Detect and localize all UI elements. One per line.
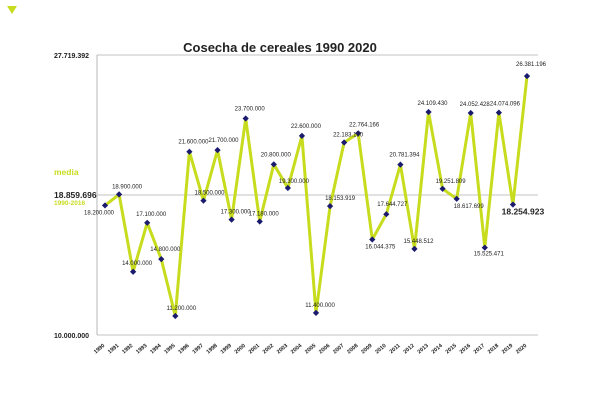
- x-tick-label: 1993: [135, 343, 148, 355]
- x-tick-label: 2018: [487, 343, 500, 355]
- data-label: 14.000.000: [122, 261, 153, 267]
- mean-name-label: media: [54, 167, 79, 177]
- x-tick-label: 1991: [107, 343, 120, 355]
- data-point: [467, 109, 474, 117]
- x-tick-label: 2020: [515, 343, 528, 355]
- x-tick-label: 2016: [459, 343, 472, 355]
- data-label: 19.300.000: [279, 179, 310, 185]
- data-point: [383, 211, 390, 218]
- series-line: [104, 75, 529, 318]
- x-tick-labels-group: 1990 1991 1992 1993 1994 1995 1996 1997 1998 1999…: [93, 342, 528, 355]
- data-label: 24.109.430: [417, 101, 448, 107]
- x-tick-label: 2011: [389, 343, 402, 355]
- data-label: 20.781.394: [389, 153, 420, 159]
- data-point: [326, 203, 334, 210]
- data-point: [523, 73, 531, 80]
- x-tick-label: 2010: [374, 343, 387, 355]
- data-point: [270, 161, 277, 168]
- data-label: 23.700.000: [235, 107, 266, 113]
- x-tick-label: 2004: [290, 342, 304, 355]
- data-label: 18.900.000: [112, 184, 143, 190]
- data-label: 24.074.096: [490, 102, 521, 108]
- data-point: [298, 132, 306, 140]
- x-tick-label: 2001: [248, 343, 261, 355]
- data-label: 18.153.919: [325, 196, 356, 202]
- data-label: 24.052.428: [460, 102, 491, 108]
- data-point: [144, 219, 151, 226]
- data-label: 22.183.190: [333, 133, 364, 139]
- data-label: 18.500.000: [194, 191, 225, 197]
- data-label: 11.200.000: [167, 306, 197, 312]
- x-tick-label: 1994: [149, 342, 163, 355]
- data-label: 18.617.699: [454, 204, 485, 210]
- data-label: 18.254.923: [502, 207, 545, 217]
- chart-title: Cosecha de cereales 1990 2020: [183, 40, 377, 55]
- x-tick-label: 2005: [304, 343, 317, 355]
- data-point: [228, 216, 235, 223]
- data-label: 21.700.000: [208, 138, 239, 144]
- data-point: [242, 115, 249, 122]
- mean-period-label: 1990-2016: [54, 200, 85, 207]
- x-tick-label: 2007: [332, 343, 345, 355]
- data-label: 21.600.000: [178, 140, 209, 146]
- data-point: [312, 309, 320, 316]
- data-point: [341, 139, 348, 146]
- data-point: [495, 109, 502, 116]
- data-label: 22.764.166: [349, 122, 380, 128]
- x-tick-label: 2015: [445, 343, 458, 355]
- y-axis-max-label: 27.719.392: [54, 53, 89, 60]
- data-point: [172, 312, 179, 320]
- data-label: 17.644.727: [377, 202, 408, 208]
- data-label: 26.381.196: [516, 62, 547, 68]
- y-axis-min-label: 10.000.000: [54, 333, 89, 340]
- x-tick-label: 1997: [192, 343, 205, 355]
- x-tick-label: 2008: [346, 343, 359, 355]
- data-label: 18.200.000: [84, 210, 115, 216]
- data-point: [130, 268, 137, 275]
- data-point: [115, 191, 123, 198]
- data-label: 16.044.375: [365, 245, 396, 251]
- x-tick-label: 1998: [206, 343, 219, 355]
- data-label: 20.800.000: [261, 152, 292, 158]
- series-group: [101, 73, 531, 320]
- data-label: 19.251.809: [436, 179, 467, 185]
- data-label: 17.180.000: [249, 212, 280, 218]
- data-point: [411, 245, 418, 253]
- data-point: [256, 218, 263, 225]
- mean-value-label: 18.859.696: [54, 190, 97, 200]
- x-tick-label: 1996: [177, 343, 190, 355]
- data-labels-group: 18.200.000 18.900.000 14.000.000 17.100.000…: [84, 62, 547, 312]
- data-label: 22.600.000: [291, 124, 322, 130]
- x-tick-label: 1990: [93, 343, 106, 355]
- data-point: [481, 244, 488, 251]
- data-point: [509, 201, 517, 208]
- x-tick-label: 1999: [220, 343, 233, 355]
- x-tick-label: 2014: [431, 342, 445, 355]
- data-label: 17.300.000: [221, 210, 252, 216]
- data-label: 15.448.512: [403, 239, 434, 245]
- data-point: [186, 148, 193, 155]
- x-tick-label: 1992: [121, 343, 134, 355]
- data-point: [425, 108, 432, 116]
- x-tick-label: 2017: [473, 343, 486, 355]
- x-tick-label: 2013: [417, 343, 430, 355]
- logo-icon: [6, 2, 18, 20]
- x-tick-label: 2012: [403, 343, 416, 355]
- x-tick-label: 2000: [234, 343, 247, 355]
- x-tick-label: 1995: [163, 343, 176, 355]
- data-label: 17.100.000: [136, 212, 167, 218]
- data-label: 11.400.000: [305, 303, 335, 309]
- x-tick-label: 2019: [501, 343, 514, 355]
- x-tick-label: 2009: [360, 343, 373, 355]
- data-label: 14.800.000: [150, 247, 181, 253]
- x-tick-label: 2003: [276, 343, 289, 355]
- data-label: 15.525.471: [474, 252, 505, 258]
- x-tick-label: 2006: [318, 343, 331, 355]
- x-tick-label: 2002: [262, 343, 275, 355]
